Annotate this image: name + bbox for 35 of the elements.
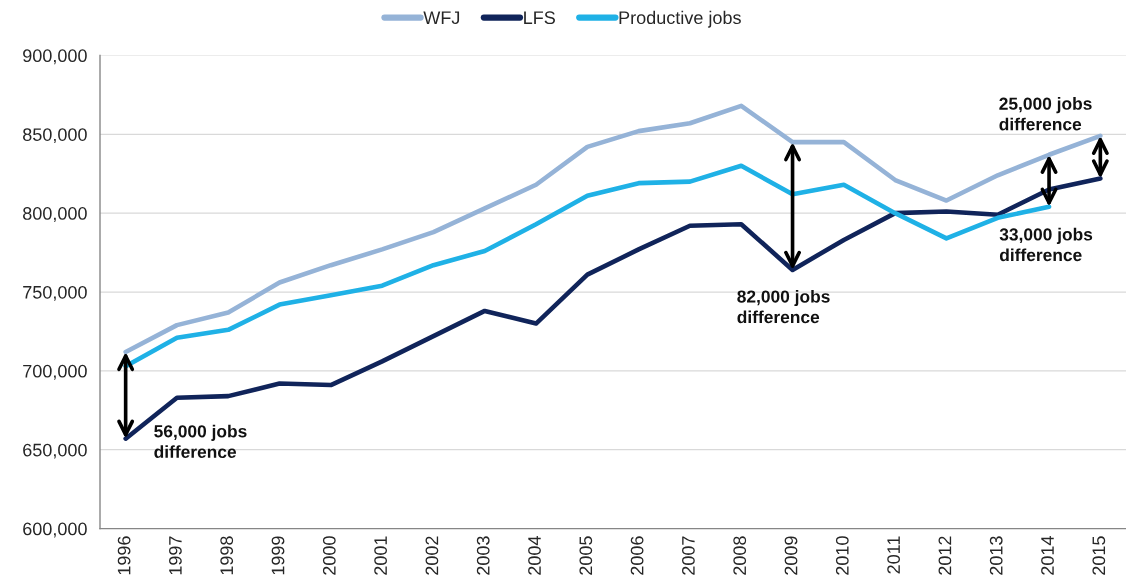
x-tick-label: 2005 — [579, 536, 593, 575]
x-tick-label: 2010 — [835, 536, 849, 575]
x-tick-label: 1996 — [117, 536, 131, 575]
annotation: 25,000 jobs difference — [999, 97, 1092, 131]
x-tick-label: 2006 — [630, 536, 644, 575]
x-tick-label: 2015 — [1092, 536, 1106, 575]
x-tick-label: 2002 — [425, 536, 439, 575]
x-tick-label: 2003 — [476, 536, 490, 575]
annotation: 33,000 jobs difference — [999, 227, 1093, 262]
x-tick-label: 1998 — [220, 536, 234, 575]
x-tick-label: 2011 — [887, 536, 900, 574]
x-tick-label: 2001 — [374, 536, 387, 575]
x-tick-label: 2007 — [682, 536, 695, 575]
annotation: 56,000 jobs difference — [154, 424, 247, 459]
x-tick-label: 2012 — [938, 536, 952, 575]
y-tick-label: 650,000 — [23, 443, 87, 459]
y-tick-label: 700,000 — [23, 364, 87, 380]
legend-label: LFS — [524, 11, 555, 25]
y-tick-label: 850,000 — [23, 128, 87, 144]
annotation: 82,000 jobs difference — [737, 289, 830, 324]
x-tick-label: 1999 — [271, 536, 285, 575]
x-tick-label: 2013 — [989, 536, 1003, 575]
legend-label: Productive jobs — [619, 10, 741, 28]
legend-label: WFJ — [423, 11, 460, 25]
line-series — [123, 176, 1103, 441]
y-tick-label: 900,000 — [23, 49, 87, 65]
x-tick-label: 1997 — [169, 536, 182, 575]
x-tick-label: 2009 — [784, 536, 798, 575]
x-tick-label: 2000 — [322, 536, 336, 575]
x-tick-label: 2014 — [1041, 536, 1054, 575]
y-tick-label: 600,000 — [23, 522, 87, 538]
y-tick-label: 800,000 — [23, 207, 87, 222]
x-tick-label: 2004 — [528, 536, 541, 575]
x-tick-label: 2008 — [733, 536, 747, 575]
y-tick-label: 750,000 — [23, 285, 87, 301]
